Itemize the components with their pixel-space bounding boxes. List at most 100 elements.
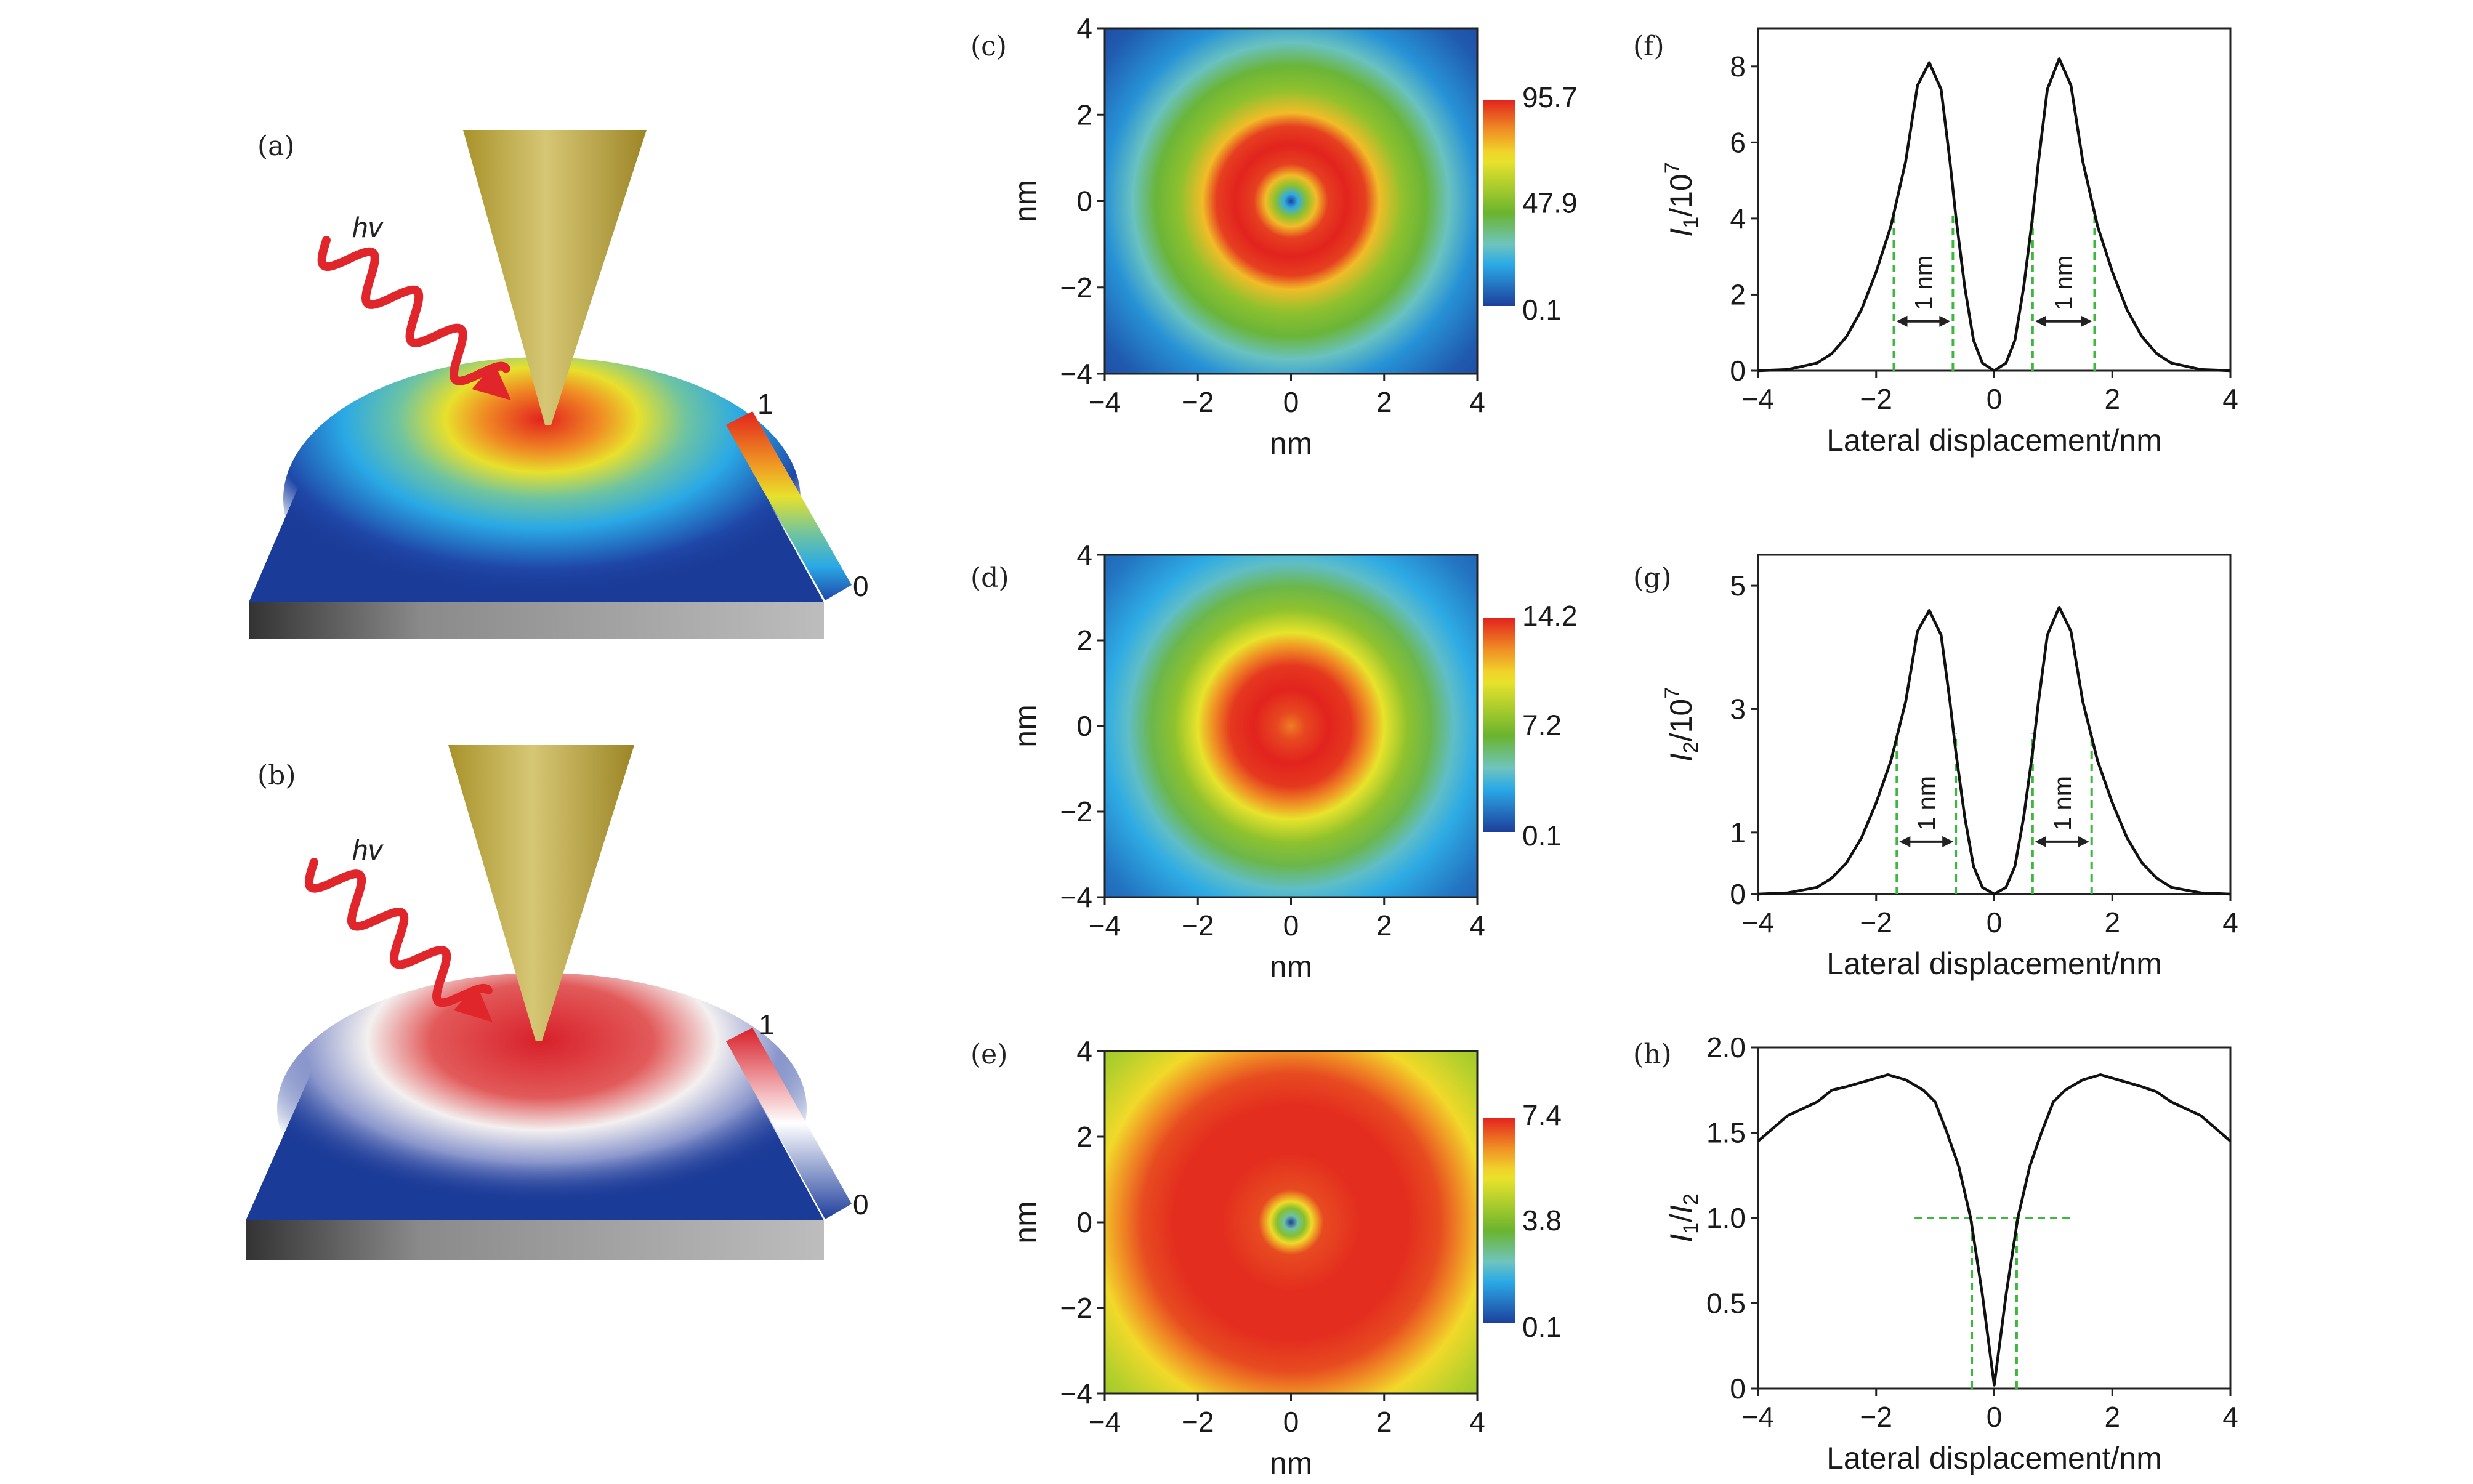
panel-label-g: (g) xyxy=(1633,562,1672,594)
width-annotation: 1 nm xyxy=(1913,776,1940,831)
panel-label-f: (f) xyxy=(1633,31,1664,62)
field-distribution xyxy=(283,357,801,640)
y-tick-label: −2 xyxy=(1060,796,1092,828)
arrowhead-right-icon xyxy=(2081,315,2092,327)
y-axis-label: nm xyxy=(1008,704,1043,747)
x-tick-label: 4 xyxy=(2222,1401,2238,1433)
x-tick-label: 2 xyxy=(2104,906,2120,938)
y-axis-label: nm xyxy=(1008,1201,1043,1243)
y-tick-label: 1 xyxy=(1730,817,1746,849)
line-panel-f: (f) −4 −2 0 2 4 0 2 4 6 8 Lateral displacement/nm I… xyxy=(1633,27,2238,458)
y-label-superscript: 7 xyxy=(1661,687,1684,699)
colorbar-tick-label: 3.8 xyxy=(1522,1204,1562,1236)
width-annotation: 1 nm xyxy=(2051,256,2078,310)
width-annotation: 1 nm xyxy=(2049,776,2076,831)
y-label-subscript: 1 xyxy=(1679,1222,1703,1234)
arrowhead-left-icon xyxy=(1896,315,1908,327)
y-tick-label: 0 xyxy=(1076,1206,1092,1238)
illustration-a: (a) 1 0 hv xyxy=(249,130,869,640)
x-tick-label: 2 xyxy=(1376,1406,1392,1438)
photon-label-a: hv xyxy=(352,211,384,243)
y-label-superscript: 7 xyxy=(1661,162,1684,174)
data-curve xyxy=(1757,57,2231,373)
colorbar-a-max: 1 xyxy=(757,388,773,420)
y-tick-label: 0 xyxy=(1730,878,1746,910)
x-tick-label: −4 xyxy=(1742,383,1774,415)
colorbar-a xyxy=(726,411,852,600)
colorbar-a-min: 0 xyxy=(853,570,869,602)
x-axis-label: Lateral displacement/nm xyxy=(1826,1441,2162,1475)
y-tick-label: 8 xyxy=(1730,50,1746,83)
x-tick-label: 2 xyxy=(2104,1401,2120,1433)
y-tick-label: 2 xyxy=(1076,1121,1092,1153)
colorbar-tick-label: 95.7 xyxy=(1522,81,1578,113)
colorbar-b-max: 1 xyxy=(759,1009,775,1041)
colorbar xyxy=(1483,618,1515,832)
field-distribution xyxy=(277,973,807,1244)
colorbar-tick-label: 0.1 xyxy=(1522,294,1562,326)
probe-tip xyxy=(463,130,647,425)
colorbar xyxy=(1483,1118,1515,1323)
width-annotation: 1 nm xyxy=(1910,256,1937,310)
x-axis-label: Lateral displacement/nm xyxy=(1826,423,2162,458)
photon-arrowhead-icon xyxy=(453,985,493,1022)
x-tick-label: −2 xyxy=(1860,1401,1892,1433)
x-tick-label: 2 xyxy=(1376,909,1392,942)
y-tick-label: 6 xyxy=(1730,126,1746,158)
panel-label-h: (h) xyxy=(1633,1039,1672,1070)
probe-tip xyxy=(448,745,634,1041)
x-tick-label: 4 xyxy=(2222,383,2238,415)
x-axis-label: nm xyxy=(1270,950,1312,984)
y-tick-label: −2 xyxy=(1060,1292,1092,1324)
y-tick-label: 4 xyxy=(1076,539,1092,571)
x-tick-label: 0 xyxy=(1283,1406,1299,1438)
colorbar-tick-label: 7.4 xyxy=(1522,1099,1562,1131)
colorbar-b xyxy=(726,1028,852,1219)
y-tick-label: 0 xyxy=(1076,710,1092,742)
panel-label-a: (a) xyxy=(257,131,295,162)
line-panel-h: (h) −4 −2 0 2 4 0 0.5 1.0 1.5 2.0 Lateral displace… xyxy=(1633,1031,2238,1475)
y-tick-label: 4 xyxy=(1730,203,1746,235)
x-tick-label: −4 xyxy=(1089,386,1121,418)
colorbar-tick-label: 0.1 xyxy=(1522,1311,1562,1343)
arrowhead-right-icon xyxy=(1942,836,1954,847)
y-axis-label: I1/I2 xyxy=(1664,1193,1703,1243)
y-tick-label: 4 xyxy=(1076,1035,1092,1067)
y-label-symbol: I xyxy=(1664,228,1698,237)
y-axis-label: I2/107 xyxy=(1661,687,1703,762)
data-curve xyxy=(1757,605,2231,896)
x-tick-label: 4 xyxy=(1469,386,1485,418)
x-tick-label: 0 xyxy=(1283,386,1299,418)
arrowhead-right-icon xyxy=(2078,836,2089,847)
x-tick-label: 2 xyxy=(2104,383,2120,415)
plot-frame xyxy=(1757,554,2232,895)
data-curve xyxy=(1757,1073,2232,1387)
y-tick-label: 2.0 xyxy=(1706,1031,1746,1063)
y-label-rest: / xyxy=(1664,1214,1698,1222)
y-label-rest: /10 xyxy=(1664,699,1698,742)
heatmap-panel-e: (e) −4 4 −2 2 0 0 2 −2 4 −4 nm nm 7.4 3.8 0.1 xyxy=(970,1035,1562,1480)
y-tick-label: −4 xyxy=(1060,881,1092,913)
y-tick-label: 5 xyxy=(1730,570,1746,602)
y-label-rest: /10 xyxy=(1664,174,1698,217)
colorbar xyxy=(1483,100,1515,306)
y-axis-label: I1/107 xyxy=(1661,162,1703,236)
x-tick-label: −2 xyxy=(1860,383,1892,415)
photon-label-b: hv xyxy=(352,834,384,866)
y-tick-label: 2 xyxy=(1730,278,1746,310)
y-label-symbol: I xyxy=(1664,1234,1698,1243)
x-tick-label: −2 xyxy=(1182,1406,1214,1438)
x-tick-label: −4 xyxy=(1089,1406,1121,1438)
arrowhead-left-icon xyxy=(1899,836,1911,847)
heatmap-image xyxy=(1105,28,1477,374)
illustration-b: (b) 1 0 hv xyxy=(246,745,869,1260)
y-tick-label: 4 xyxy=(1076,12,1092,44)
heatmap-image xyxy=(1105,555,1477,897)
x-tick-label: −2 xyxy=(1182,909,1214,942)
x-tick-label: 4 xyxy=(2222,906,2238,938)
arrowhead-left-icon xyxy=(2035,315,2046,327)
y-label-symbol: I xyxy=(1664,753,1698,762)
x-tick-label: 0 xyxy=(1987,1401,2003,1433)
x-tick-label: 0 xyxy=(1987,383,2003,415)
